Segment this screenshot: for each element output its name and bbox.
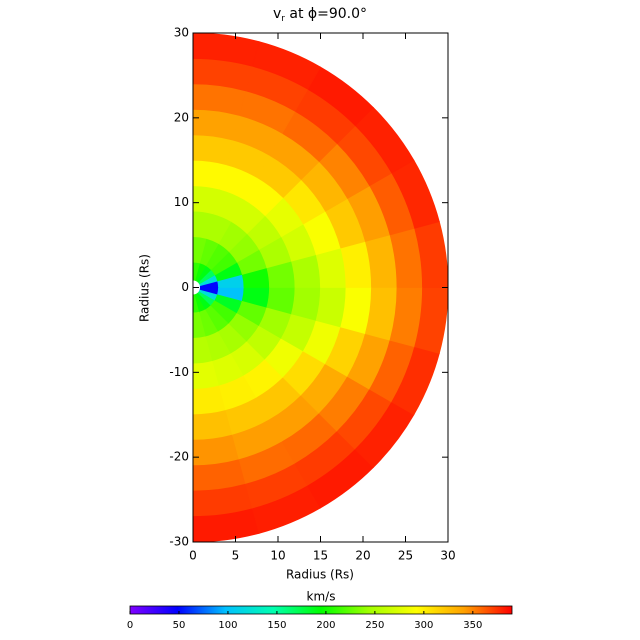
x-tick-label: 15: [313, 549, 328, 563]
heat-cell: [192, 134, 234, 166]
title-subscript: r: [281, 14, 285, 24]
colorbar-tick-label: 350: [463, 620, 482, 631]
heat-cell: [315, 247, 347, 288]
y-tick-label: 30: [174, 26, 189, 40]
x-tick-label: 0: [189, 549, 197, 563]
title-main: v: [273, 6, 281, 22]
colorbar-tick-label: 150: [267, 620, 286, 631]
y-tick-label: -10: [169, 365, 189, 379]
y-tick-label: 10: [174, 195, 189, 209]
colorbar-tick-label: 50: [173, 620, 186, 631]
colorbar: [129, 605, 513, 615]
colorbar-tick-label: 250: [365, 620, 384, 631]
colorbar-tick-label: 300: [414, 620, 433, 631]
x-tick-label: 20: [355, 549, 370, 563]
y-tick-label: 0: [181, 280, 189, 294]
y-tick-label: -30: [169, 535, 189, 549]
x-tick-label: 25: [398, 549, 413, 563]
colorbar-label: km/s: [307, 590, 336, 604]
x-tick-label: 5: [232, 549, 240, 563]
heat-cell: [192, 409, 234, 441]
title-rest: at ϕ=90.0°: [285, 6, 367, 22]
colorbar-tick-label: 100: [218, 620, 237, 631]
colorbar-tick-label: 200: [316, 620, 335, 631]
y-axis-label: Radius (Rs): [138, 254, 152, 322]
y-tick-label: 20: [174, 110, 189, 124]
x-axis-label: Radius (Rs): [286, 568, 354, 582]
chart-title: vr at ϕ=90.0°: [273, 6, 367, 24]
colorbar-tick-label: 0: [127, 620, 133, 631]
y-tick-label: -20: [169, 450, 189, 464]
heat-cell: [315, 287, 347, 328]
x-tick-label: 30: [440, 549, 455, 563]
x-tick-label: 10: [270, 549, 285, 563]
